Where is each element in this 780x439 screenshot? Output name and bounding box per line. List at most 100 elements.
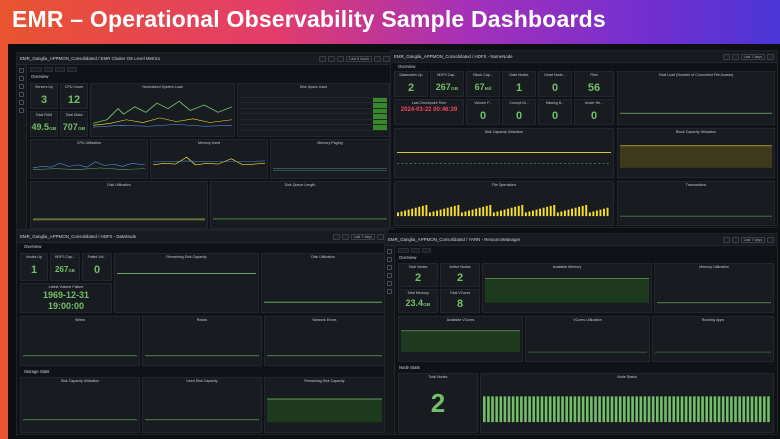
dashboard-header: EMR_Ganglia_APPMON_Consolidated / YARN -… [385, 234, 777, 246]
namenode-dashboard: EMR_Ganglia_APPMON_Consolidated / HDFS -… [390, 50, 778, 228]
time-picker[interactable]: Last 7 days [740, 53, 765, 60]
row-overview[interactable]: Overview [24, 244, 42, 249]
servers-up-panel: Servers Up 3 [30, 83, 58, 109]
dashboard-header: EMR_Ganglia_APPMON_Consolidated / HDFS -… [17, 231, 387, 243]
dashboard-title[interactable]: EMR_Ganglia_APPMON_Consolidated / EMR Cl… [20, 56, 161, 61]
settings-icon[interactable] [337, 55, 345, 62]
row-node-stats[interactable]: Node Stats [399, 365, 420, 370]
writes-panel: Writes [20, 316, 140, 366]
refresh-icon[interactable] [767, 53, 774, 60]
variable-chip[interactable] [55, 66, 66, 72]
row-overview[interactable]: Overview [399, 255, 417, 260]
row-overview[interactable]: Overview [398, 64, 416, 69]
slide-title: EMR – Operational Observability Sample D… [12, 6, 606, 32]
gear-icon[interactable] [19, 108, 24, 113]
side-nav [385, 246, 395, 434]
latest-volume-failure-panel: Latest Volume Failure 1969-12-31 19:00:0… [20, 283, 112, 313]
dashboards-icon[interactable] [19, 84, 24, 89]
disk-utilization-panel: Disk Utilization [261, 253, 385, 313]
zoom-out-icon[interactable] [374, 55, 381, 62]
disk-space-used-panel: Disk Space Used [237, 83, 390, 137]
namenode-stat-panel: Corrupt Bl... 0 [502, 99, 536, 125]
total-nodes-panel: Total Nodes 2 [398, 263, 438, 287]
star-icon[interactable] [19, 76, 24, 81]
dashboard-title[interactable]: EMR_Ganglia_APPMON_Consolidated / HDFS -… [20, 234, 137, 239]
dashboard-title[interactable]: EMR_Ganglia_APPMON_Consolidated / YARN -… [388, 237, 521, 242]
dashboard-title[interactable]: EMR_Ganglia_APPMON_Consolidated / HDFS -… [394, 54, 513, 59]
time-picker[interactable]: Last 7 days [740, 236, 765, 243]
row-storage-stats[interactable]: Storage Stats [24, 369, 50, 374]
time-picker[interactable]: Last 6 hours [346, 55, 372, 62]
used-disk-capacity-panel: Used Disk Capacity [142, 377, 262, 433]
dashboard-header: EMR_Ganglia_APPMON_Consolidated / HDFS -… [391, 51, 777, 63]
search-icon[interactable] [387, 249, 392, 254]
namenode-stat-panel: Last Checkpoint Time 2024-03-22 00:46:39 [394, 99, 464, 125]
available-memory-panel: Available Memory [482, 263, 652, 313]
available-vcores-panel: Available VCores [398, 316, 523, 362]
file-operations-panel: File Operations [394, 181, 614, 226]
cpu-cores-panel: CPU Cores 12 [60, 83, 88, 109]
variable-chip[interactable] [410, 247, 420, 253]
cpu-utilization-panel: CPU Utilization [30, 139, 148, 179]
remaining-disk-capacity-panel: Remaining Disk Capacity [114, 253, 259, 313]
disk-queue-length-panel: Disk Queue Length [210, 181, 390, 229]
failed-volumes-panel: Failed Vol... 0 [82, 253, 112, 281]
datanode-dashboard: EMR_Ganglia_APPMON_Consolidated / HDFS -… [16, 230, 388, 435]
dashboards-icon[interactable] [387, 265, 392, 270]
namenode-stat-panel: Dead Node... 0 [538, 71, 572, 97]
variable-chip[interactable] [30, 66, 42, 72]
namenode-stat-panel: Files 56 [574, 71, 614, 97]
save-icon[interactable] [731, 236, 739, 243]
refresh-icon[interactable] [377, 233, 384, 240]
vcores-utilization-panel: VCores Utilization [525, 316, 650, 362]
explore-icon[interactable] [19, 92, 24, 97]
block-capacity-utilization-panel: Block Capacity Utilization [617, 128, 775, 178]
refresh-icon[interactable] [383, 55, 390, 62]
star-icon[interactable] [387, 257, 392, 262]
os-metrics-dashboard: EMR_Ganglia_APPMON_Consolidated / EMR Cl… [16, 52, 394, 230]
namenode-stat-panel: Missing B... 0 [538, 99, 572, 125]
variable-chip[interactable] [398, 247, 409, 253]
network-errors-panel: Network Errors [264, 316, 385, 366]
variable-chip[interactable] [67, 66, 77, 72]
gear-icon[interactable] [387, 289, 392, 294]
total-nodes-panel-2: Total Nodes 2 [398, 373, 478, 433]
nodes-up-panel: Nodes Up 1 [20, 253, 48, 281]
remaining-disk-capacity-panel-2: Remaining Disk Capacity [264, 377, 385, 433]
refresh-icon[interactable] [767, 236, 774, 243]
save-icon[interactable] [731, 53, 739, 60]
disk-utilization-panel: Disk Utilization [30, 181, 208, 229]
hdfs-capacity-panel: HDFS Cap... 267GB [50, 253, 80, 281]
transactions-panel: Transactions [617, 181, 775, 226]
disk-capacity-utilization-panel: Disk Capacity Utilization [394, 128, 614, 178]
variable-chip[interactable] [421, 247, 432, 253]
node-status-panel: Node Status [480, 373, 774, 433]
side-nav [17, 65, 27, 229]
alert-icon[interactable] [19, 100, 24, 105]
screenshot-stage: EMR_Ganglia_APPMON_Consolidated / EMR Cl… [8, 44, 780, 439]
time-picker[interactable]: Last 7 days [350, 233, 375, 240]
namenode-stat-panel: Block Cap... 67Mil [466, 71, 500, 97]
add-panel-icon[interactable] [722, 236, 730, 243]
alert-icon[interactable] [387, 281, 392, 286]
add-panel-icon[interactable] [319, 55, 327, 62]
resourcemanager-dashboard: EMR_Ganglia_APPMON_Consolidated / YARN -… [384, 233, 778, 435]
add-panel-icon[interactable] [722, 53, 730, 60]
total-vcores-panel: Total VCores 8 [440, 289, 480, 313]
row-overview[interactable]: Overview [31, 74, 49, 79]
namenode-stat-panel: Under Re... 0 [574, 99, 614, 125]
total-memory-panel: Total Memory 23.4GB [398, 289, 438, 313]
save-icon[interactable] [341, 233, 349, 240]
save-icon[interactable] [328, 55, 336, 62]
explore-icon[interactable] [387, 273, 392, 278]
namenode-stat-panel: HDFS Cap... 267GB [430, 71, 464, 97]
search-icon[interactable] [19, 68, 24, 73]
variable-chip[interactable] [43, 66, 54, 72]
namenode-stat-panel: Volume F... 0 [466, 99, 500, 125]
add-panel-icon[interactable] [332, 233, 340, 240]
namenode-stat-panel: Datanodes Up 2 [394, 71, 428, 97]
reads-panel: Reads [142, 316, 262, 366]
namenode-stat-panel: Data Nodes 1 [502, 71, 536, 97]
memory-used-panel: Memory Used [150, 139, 268, 179]
variable-row [395, 246, 777, 254]
